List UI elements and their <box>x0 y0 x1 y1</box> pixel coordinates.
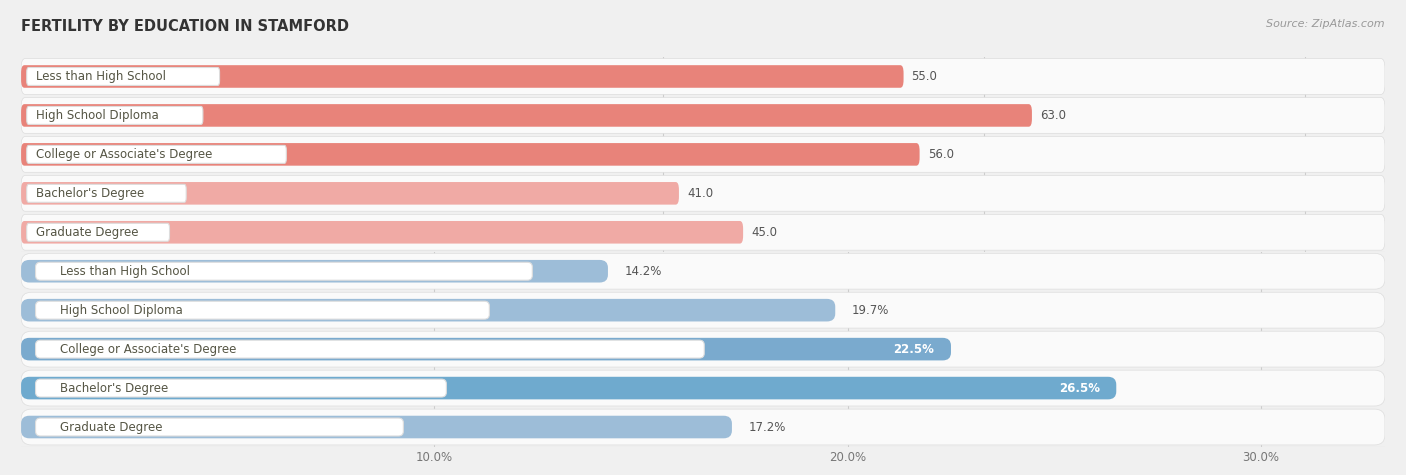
FancyBboxPatch shape <box>27 223 170 241</box>
Text: Less than High School: Less than High School <box>60 265 190 278</box>
Text: 19.7%: 19.7% <box>852 304 889 317</box>
FancyBboxPatch shape <box>21 182 679 205</box>
FancyBboxPatch shape <box>21 416 733 438</box>
Text: 22.5%: 22.5% <box>894 342 935 356</box>
FancyBboxPatch shape <box>21 58 1385 95</box>
Text: 26.5%: 26.5% <box>1059 381 1099 395</box>
Text: High School Diploma: High School Diploma <box>60 304 183 317</box>
FancyBboxPatch shape <box>27 145 287 163</box>
Text: College or Associate's Degree: College or Associate's Degree <box>60 342 236 356</box>
Text: 41.0: 41.0 <box>688 187 713 200</box>
Text: 45.0: 45.0 <box>751 226 778 239</box>
FancyBboxPatch shape <box>27 106 202 124</box>
FancyBboxPatch shape <box>21 143 920 166</box>
FancyBboxPatch shape <box>21 97 1385 133</box>
Text: 17.2%: 17.2% <box>748 420 786 434</box>
FancyBboxPatch shape <box>21 409 1385 445</box>
FancyBboxPatch shape <box>21 260 607 283</box>
FancyBboxPatch shape <box>21 299 835 322</box>
FancyBboxPatch shape <box>21 292 1385 328</box>
FancyBboxPatch shape <box>27 67 219 86</box>
FancyBboxPatch shape <box>35 418 404 436</box>
Text: 14.2%: 14.2% <box>624 265 662 278</box>
FancyBboxPatch shape <box>35 340 704 358</box>
Text: College or Associate's Degree: College or Associate's Degree <box>37 148 212 161</box>
FancyBboxPatch shape <box>21 370 1385 406</box>
FancyBboxPatch shape <box>21 331 1385 367</box>
FancyBboxPatch shape <box>21 221 744 244</box>
Text: 55.0: 55.0 <box>911 70 938 83</box>
Text: 56.0: 56.0 <box>928 148 953 161</box>
Text: FERTILITY BY EDUCATION IN STAMFORD: FERTILITY BY EDUCATION IN STAMFORD <box>21 19 349 34</box>
FancyBboxPatch shape <box>21 136 1385 172</box>
FancyBboxPatch shape <box>21 65 904 88</box>
Text: Bachelor's Degree: Bachelor's Degree <box>60 381 169 395</box>
FancyBboxPatch shape <box>21 175 1385 211</box>
Text: High School Diploma: High School Diploma <box>37 109 159 122</box>
Text: 63.0: 63.0 <box>1040 109 1066 122</box>
FancyBboxPatch shape <box>21 104 1032 127</box>
Text: Graduate Degree: Graduate Degree <box>37 226 139 239</box>
FancyBboxPatch shape <box>35 262 533 280</box>
FancyBboxPatch shape <box>21 214 1385 250</box>
FancyBboxPatch shape <box>21 377 1116 399</box>
FancyBboxPatch shape <box>35 379 446 397</box>
Text: Graduate Degree: Graduate Degree <box>60 420 163 434</box>
Text: Source: ZipAtlas.com: Source: ZipAtlas.com <box>1267 19 1385 29</box>
FancyBboxPatch shape <box>35 301 489 319</box>
Text: Bachelor's Degree: Bachelor's Degree <box>37 187 145 200</box>
Text: Less than High School: Less than High School <box>37 70 166 83</box>
FancyBboxPatch shape <box>27 184 186 202</box>
FancyBboxPatch shape <box>21 253 1385 289</box>
FancyBboxPatch shape <box>21 338 950 361</box>
